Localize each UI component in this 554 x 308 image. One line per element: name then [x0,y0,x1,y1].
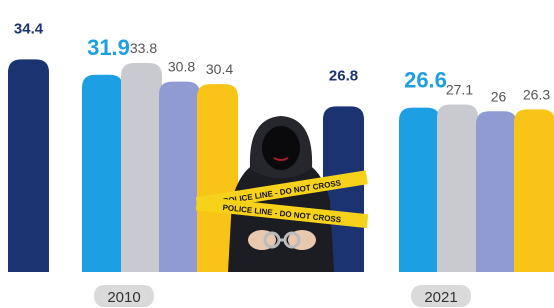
value-label: 26.3 [523,86,550,102]
bar [159,82,200,272]
bar [437,104,478,272]
bar [121,63,162,272]
bar [82,75,123,272]
bar [399,108,440,272]
value-label: 31.9 [87,35,130,60]
bar [8,59,49,272]
value-label: 30.8 [168,59,195,75]
value-label: 34.4 [14,20,44,37]
bar [476,111,517,272]
value-label: 30.4 [206,61,233,77]
value-label: 26.8 [329,67,358,84]
x-tick-label: 2010 [107,289,140,306]
bar [514,109,554,272]
chart: 2010 2021 31.9 26.6 33.8 27.1 30.8 26 30.4 26.3 34… [0,0,554,308]
value-label: 33.8 [130,40,157,56]
x-tick-label: 2021 [424,289,457,306]
value-label: 26 [491,88,507,104]
figure-face [262,126,300,170]
value-label: 27.1 [446,81,473,97]
value-label: 26.6 [404,68,447,93]
